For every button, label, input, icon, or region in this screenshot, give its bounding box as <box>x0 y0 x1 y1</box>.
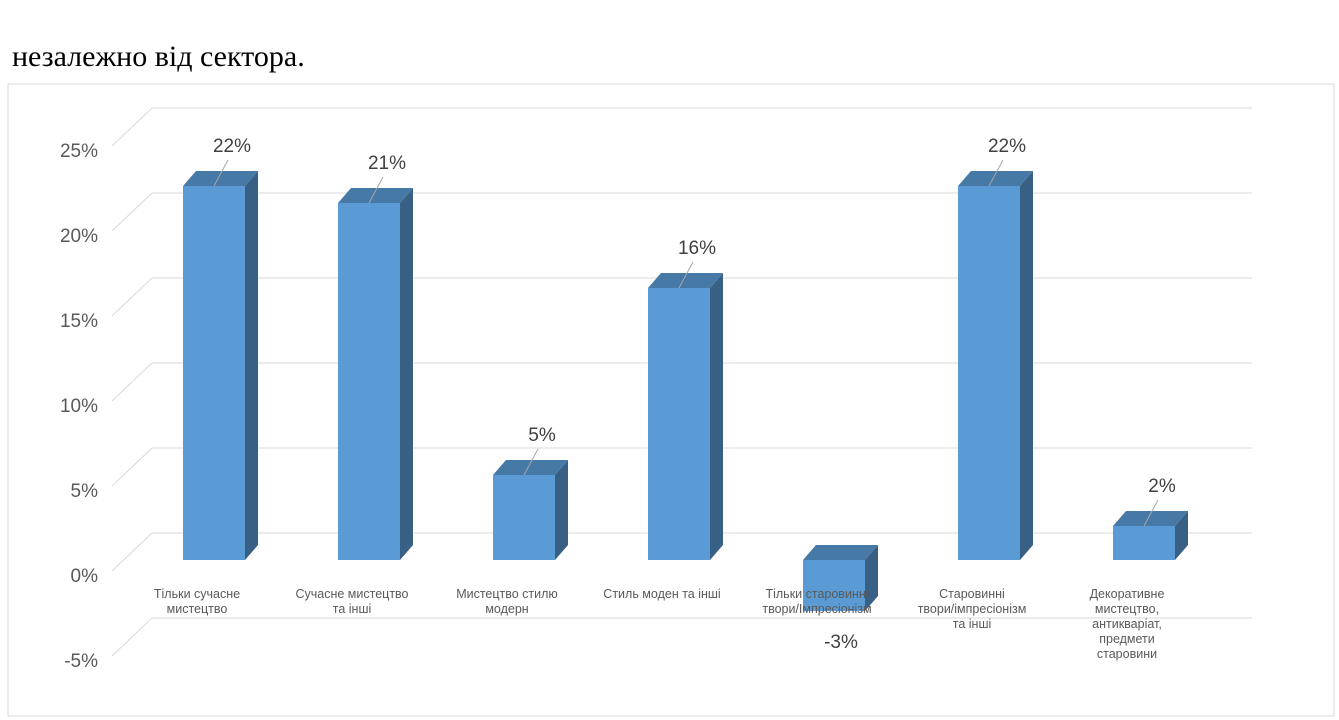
data-label: 5% <box>528 425 556 446</box>
x-tick-label: Мистецтво стилю модерн <box>456 587 558 616</box>
bar-side <box>1175 511 1188 560</box>
grid-line <box>111 617 153 657</box>
x-tick-label-line: Стиль моден та інші <box>603 587 720 601</box>
x-tick-label: Тільки старовинні твори/Імпресіонізм <box>762 587 871 616</box>
x-tick-label: Тільки сучасне мистецтво <box>154 587 240 616</box>
bar-side <box>245 171 258 560</box>
data-label: 22% <box>988 136 1026 157</box>
x-tick-label-line: модерн <box>485 602 528 616</box>
x-tick-label-line: Сучасне мистецтво <box>295 587 408 601</box>
x-tick-label-line: Старовинні <box>939 587 1005 601</box>
data-label: 22% <box>213 136 251 157</box>
x-tick-label: Сучасне мистецтво та інші <box>295 587 408 616</box>
x-tick-label-line: твори/Імпресіонізм <box>762 602 871 616</box>
x-tick-label: Декоративне мистецтво, антикваріат, предмет… <box>1090 587 1165 661</box>
bar <box>648 273 723 560</box>
grid-line <box>111 447 153 487</box>
bar <box>803 545 878 611</box>
bar-side <box>555 460 568 560</box>
x-tick-label-line: мистецтво, <box>1095 602 1159 616</box>
data-label: -3% <box>824 632 858 653</box>
data-label: 21% <box>368 153 406 174</box>
grid-line <box>111 362 153 402</box>
bar <box>338 188 413 560</box>
y-tick-label: 5% <box>71 481 99 502</box>
bar-front <box>958 186 1020 560</box>
bar <box>183 171 258 560</box>
bar-top <box>1113 511 1188 526</box>
x-tick-label-line: та інші <box>333 602 372 616</box>
data-label: 2% <box>1148 476 1176 497</box>
bar-front <box>183 186 245 560</box>
x-tick-label-line: Декоративне <box>1090 587 1165 601</box>
bar <box>1113 511 1188 560</box>
bar-top <box>958 171 1033 186</box>
y-tick-label: 20% <box>60 226 98 247</box>
x-tick-label-line: Тільки сучасне <box>154 587 240 601</box>
bar-side <box>1020 171 1033 560</box>
y-tick-label: 10% <box>60 396 98 417</box>
x-tick-label-line: предмети <box>1099 632 1155 646</box>
grid-line <box>111 107 153 147</box>
bar-front <box>338 203 400 560</box>
x-tick-label-line: Мистецтво стилю <box>456 587 558 601</box>
x-tick-label-line: твори/імпресіонізм <box>918 602 1027 616</box>
leader-line <box>213 159 229 187</box>
bar-top <box>338 188 413 203</box>
grid-line <box>111 192 153 232</box>
bar-front <box>803 560 865 611</box>
bar-top <box>493 460 568 475</box>
y-tick-label: -5% <box>64 651 98 672</box>
x-tick-label-line: Тільки старовинні <box>765 587 868 601</box>
bar-top <box>803 545 878 560</box>
leader-line <box>678 261 694 289</box>
chart-frame <box>7 83 1335 717</box>
bar-front <box>648 288 710 560</box>
x-tick-label-line: антикваріат, <box>1092 617 1162 631</box>
bar-side <box>865 545 878 611</box>
leader-line <box>988 159 1004 187</box>
bar-front <box>493 475 555 560</box>
bar-side <box>400 188 413 560</box>
bar-top <box>648 273 723 288</box>
leader-line <box>1143 499 1159 527</box>
bar <box>958 171 1033 560</box>
leader-line <box>523 448 539 476</box>
bar-front <box>1113 526 1175 560</box>
x-tick-label-line: та інші <box>953 617 992 631</box>
y-tick-label: 0% <box>71 566 99 587</box>
bar-side <box>710 273 723 560</box>
bar <box>493 460 568 560</box>
x-tick-label: Старовинні твори/імпресіонізм та інші <box>918 587 1027 631</box>
x-tick-label-line: мистецтво <box>167 602 228 616</box>
bar-top <box>183 171 258 186</box>
grid-line <box>111 532 153 572</box>
document-text: незалежно від сектора. <box>12 40 305 73</box>
grid-line <box>111 277 153 317</box>
x-tick-label: Стиль моден та інші <box>603 587 720 601</box>
y-tick-label: 25% <box>60 141 98 162</box>
y-tick-label: 15% <box>60 311 98 332</box>
data-label: 16% <box>678 238 716 259</box>
x-tick-label-line: старовини <box>1097 647 1157 661</box>
leader-line <box>368 176 384 204</box>
